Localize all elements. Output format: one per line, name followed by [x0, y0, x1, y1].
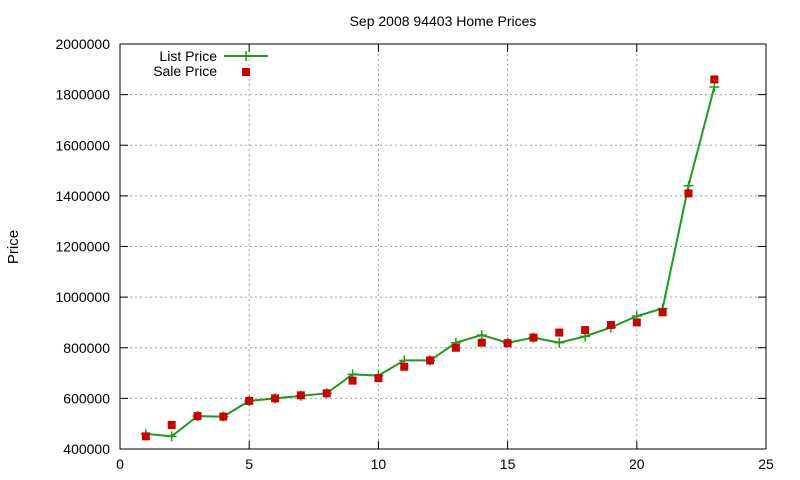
data-point-sale-price — [141, 432, 150, 441]
x-tick-label: 10 — [371, 456, 387, 472]
y-tick-label: 1400000 — [55, 188, 110, 204]
series-layer — [140, 75, 720, 442]
chart-title: Sep 2008 94403 Home Prices — [350, 13, 537, 29]
legend-label-list-price: List Price — [159, 48, 217, 64]
y-tick-label: 1000000 — [55, 289, 110, 305]
data-point-sale-price — [374, 374, 383, 383]
data-point-sale-price — [555, 328, 564, 337]
data-point-sale-price — [426, 356, 435, 365]
data-point-sale-price — [193, 412, 202, 421]
legend: List Price Sale Price — [153, 48, 268, 79]
data-point-sale-price — [245, 396, 254, 405]
data-point-sale-price — [477, 338, 486, 347]
data-point-sale-price — [296, 391, 305, 400]
data-point-list-price — [709, 82, 720, 93]
data-point-sale-price — [710, 75, 719, 84]
data-point-sale-price — [658, 308, 667, 317]
data-point-sale-price — [271, 394, 280, 403]
data-point-sale-price — [167, 420, 176, 429]
legend-label-sale-price: Sale Price — [153, 63, 217, 79]
series-line-list-price — [145, 86, 716, 438]
legend-marker-list-price — [241, 51, 251, 61]
x-tick-label: 20 — [629, 456, 645, 472]
data-point-list-price — [166, 431, 177, 442]
x-tick-label: 25 — [758, 456, 774, 472]
x-tick-label: 5 — [245, 456, 253, 472]
data-point-sale-price — [451, 343, 460, 352]
data-point-list-price — [683, 180, 694, 191]
x-tick-label: 0 — [116, 456, 124, 472]
y-tick-label: 600000 — [63, 390, 110, 406]
data-point-sale-price — [348, 376, 357, 385]
y-tick-label: 1200000 — [55, 239, 110, 255]
data-point-sale-price — [581, 326, 590, 335]
data-point-sale-price — [322, 389, 331, 398]
data-point-sale-price — [400, 362, 409, 371]
data-point-sale-price — [219, 412, 228, 421]
data-point-sale-price — [503, 339, 512, 348]
axis-ticks: 400000 600000 800000 1000000 1200000 1400000 1… — [55, 36, 774, 472]
y-tick-label: 1800000 — [55, 87, 110, 103]
y-tick-label: 800000 — [63, 340, 110, 356]
data-point-sale-price — [606, 320, 615, 329]
data-point-sale-price — [529, 333, 538, 342]
y-tick-label: 2000000 — [55, 36, 110, 52]
data-point-sale-price — [632, 318, 641, 327]
data-point-list-price — [476, 330, 487, 341]
y-tick-label: 400000 — [63, 441, 110, 457]
data-point-sale-price — [684, 189, 693, 198]
data-point-list-price — [554, 337, 565, 348]
y-tick-label: 1600000 — [55, 137, 110, 153]
y-axis-label: Price — [5, 230, 22, 264]
legend-marker-sale-price — [242, 68, 250, 76]
x-tick-label: 15 — [500, 456, 516, 472]
grid-lines — [120, 44, 766, 449]
